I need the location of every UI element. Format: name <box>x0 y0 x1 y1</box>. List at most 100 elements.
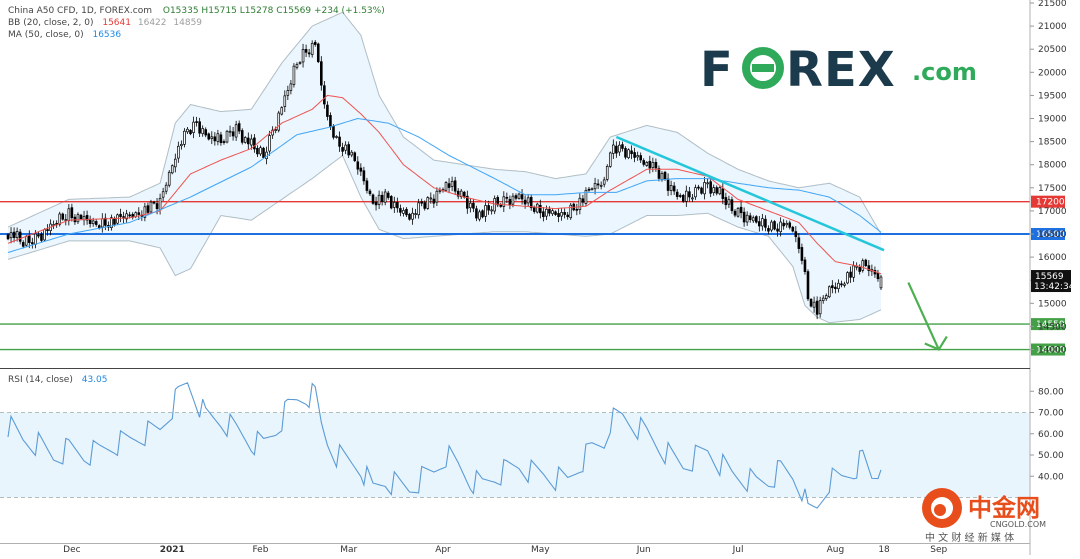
candle-body <box>396 201 399 209</box>
candle-body <box>754 216 758 223</box>
candle-body <box>767 228 770 232</box>
candle-body <box>201 128 204 135</box>
rsi-band-fill <box>0 412 1030 498</box>
candle-body <box>6 234 10 240</box>
candle-body <box>615 145 618 154</box>
candle-body <box>846 272 849 284</box>
time-tick-label: Jul <box>732 545 744 555</box>
candle-body <box>405 208 408 216</box>
candle-body <box>718 187 722 195</box>
time-tick-label: Sep <box>930 545 947 555</box>
rsi-tick-label: 60.00 <box>1038 430 1064 440</box>
candle-body <box>864 259 868 267</box>
candle-body <box>210 136 214 139</box>
candle-body <box>584 190 588 204</box>
candle-body <box>21 242 25 247</box>
candle-body <box>806 271 810 300</box>
ma50-line <box>7 117 882 253</box>
candle-body <box>678 195 682 197</box>
candle-body <box>225 130 229 143</box>
candle-body <box>867 265 871 272</box>
candle-body <box>794 231 798 237</box>
candle-body <box>608 152 612 167</box>
price-tick-label: 19000 <box>1038 115 1067 125</box>
price-tick-label: 21000 <box>1038 22 1067 32</box>
candle-body <box>852 265 855 278</box>
candle-body <box>526 197 530 204</box>
candle-body <box>484 205 487 217</box>
candle-body <box>216 133 220 142</box>
candle-body <box>761 218 764 227</box>
level-tag-17200 <box>1031 195 1065 208</box>
rsi-label: RSI (14, close) <box>8 375 73 385</box>
candle-body <box>250 138 253 146</box>
candle-body <box>648 160 652 169</box>
candle-body <box>137 212 141 215</box>
candle-body <box>37 234 40 237</box>
candle-body <box>739 206 743 214</box>
candle-body <box>119 213 122 217</box>
time-tick-label: Apr <box>435 545 451 555</box>
bb-lower-line <box>7 154 882 324</box>
candle-body <box>459 190 463 198</box>
candle-body <box>508 199 512 206</box>
candle-body <box>161 191 165 198</box>
candle-body <box>478 211 481 220</box>
candle-body <box>146 205 150 213</box>
candle-body <box>280 107 284 115</box>
time-tick-label: Aug <box>827 545 845 555</box>
cngold-url: CNGOLD.COM <box>990 520 1046 529</box>
candle-body <box>70 207 74 219</box>
candle-body <box>104 217 107 226</box>
candle-body <box>575 208 579 211</box>
last-price-tag <box>1031 270 1071 293</box>
candle-body <box>487 205 490 211</box>
forex-logo: F REX .com <box>700 42 977 98</box>
cngold-name: 中金网 <box>968 494 1040 522</box>
candle-body <box>128 214 131 217</box>
candle-body <box>593 183 597 190</box>
candle-body <box>456 190 460 197</box>
candle-body <box>797 237 801 249</box>
candle-body <box>837 282 840 290</box>
candle-body <box>827 286 831 298</box>
candle-body <box>192 121 195 133</box>
time-tick-label: Jun <box>636 545 651 555</box>
candle-body <box>237 123 241 132</box>
candle-body <box>234 124 238 138</box>
svg-text:MA (50, close, 0) 16536: MA (50, close, 0) 16536 <box>8 30 121 40</box>
candle-body <box>158 197 162 211</box>
candle-body <box>40 233 43 241</box>
candle-body <box>581 198 585 203</box>
candle-body <box>803 259 807 272</box>
candle-body <box>715 187 719 194</box>
rsi-value: 43.05 <box>82 375 108 385</box>
candle-body <box>426 197 430 209</box>
candle-body <box>879 276 883 289</box>
candle-body <box>554 211 557 215</box>
candle-body <box>320 61 323 86</box>
candle-body <box>350 151 354 156</box>
candle-body <box>612 144 615 154</box>
candle-body <box>247 137 250 145</box>
candle-body <box>624 148 627 158</box>
candle-body <box>630 150 633 154</box>
forex-o-icon <box>742 47 784 89</box>
candle-body <box>651 162 655 168</box>
down-trendline <box>615 135 885 252</box>
candle-body <box>472 202 475 209</box>
price-tick-label: 16500 <box>1038 230 1067 240</box>
candle-body <box>286 90 290 96</box>
candle-body <box>444 182 448 191</box>
candle-body <box>313 41 317 45</box>
candle-body <box>566 214 569 217</box>
candle-body <box>727 199 731 205</box>
candle-body <box>389 196 393 209</box>
svg-text:BB (20, close, 2, 0) 156: BB (20, close, 2, 0) 15641 16422 14859 <box>8 18 202 28</box>
candle-body <box>605 166 609 180</box>
candle-body <box>24 236 28 246</box>
candle-body <box>636 155 639 158</box>
candle-body <box>469 202 472 209</box>
candle-body <box>849 271 852 278</box>
candle-body <box>43 229 46 241</box>
